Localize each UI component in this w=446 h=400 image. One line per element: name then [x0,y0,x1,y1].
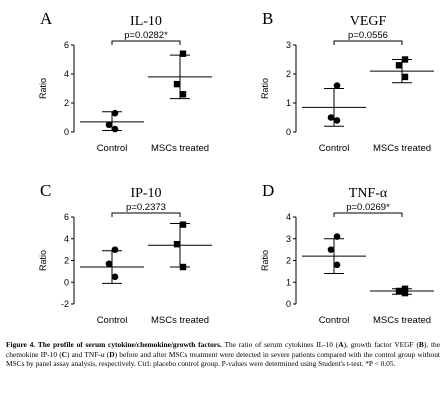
x-tick-label: MSCs treated [151,143,209,154]
p-value: p=0.2373 [126,202,166,213]
y-axis-label: Ratio [38,250,48,271]
x-tick-label: MSCs treated [151,315,209,326]
data-point [333,261,341,269]
caption-segment: D [109,349,115,359]
panel-title: TNF-α [349,186,388,201]
panel-title: IL-10 [130,14,162,29]
y-tick-label: 2 [64,256,69,266]
caption-segment: C [61,349,67,359]
data-point [333,82,341,89]
data-point [173,80,181,88]
p-bracket [333,40,403,45]
caption-segment: A [338,340,344,349]
caption-segment: B [418,340,424,349]
y-tick-label: 3 [286,234,291,244]
caption-segment: ), the chemokine IP-10 ( [6,340,441,359]
data-point [179,263,187,271]
data-point [105,121,113,129]
data-point [111,246,119,253]
y-tick-label: 3 [286,40,291,50]
y-tick-label: 0 [286,127,291,137]
caption-segment: ) and TNF-α ( [67,349,110,359]
p-value: p=0.0269* [346,202,390,213]
x-tick-label: Control [97,315,128,326]
p-bracket [111,212,181,217]
y-tick-label: 0 [64,127,69,137]
y-tick-label: 6 [64,40,69,50]
data-point [327,114,335,121]
p-bracket [333,212,403,217]
data-point [333,117,341,124]
caption-segment: The ratio of serum cytokines IL-10 ( [221,340,339,349]
y-tick-label: 1 [286,98,291,108]
panel-letter: A [40,9,53,28]
panel: B VEGF Ratio 0 1 2 3 Control MSCs treated p=0.055… [260,9,434,154]
x-tick-label: Control [319,143,350,154]
panel-letter: B [262,9,273,28]
panel: D TNF-α Ratio 0 1 2 3 4 Control MSCs treated p=0.0… [260,181,434,326]
y-tick-label: 6 [64,212,69,222]
y-tick-label: -2 [61,299,69,309]
caption-segment: Figure 4. The profile of serum cytokine/… [6,340,222,349]
panel: C IP-10 Ratio -2 0 2 4 6 Control MSCs treated p=0.… [38,181,212,326]
panel-letter: C [40,181,51,200]
x-tick-label: MSCs treated [373,315,431,326]
data-point [401,289,409,297]
data-point [111,273,119,281]
y-tick-label: 1 [286,277,291,287]
x-tick-label: MSCs treated [373,143,431,154]
y-tick-label: 4 [64,69,69,79]
y-tick-label: 0 [64,277,69,287]
p-value: p=0.0282* [124,30,168,41]
data-point [401,73,409,81]
y-tick-label: 2 [286,69,291,79]
p-value: p=0.0556 [348,30,388,41]
caption: Figure 4. The profile of serum cytokine/… [6,340,440,369]
panel-title: VEGF [350,14,387,29]
data-point [179,91,187,98]
panel-letter: D [262,181,274,200]
figure: A IL-10 Ratio 0 2 4 6 Control MSCs treated p=0.02… [38,9,434,326]
data-point [111,109,119,117]
y-tick-label: 4 [64,234,69,244]
y-axis-label: Ratio [260,78,270,99]
y-tick-label: 2 [64,98,69,108]
data-point [395,62,403,69]
data-point [111,125,119,133]
data-point [173,240,181,248]
data-point [179,221,187,228]
panel: A IL-10 Ratio 0 2 4 6 Control MSCs treated p=0.02… [38,9,212,154]
data-point [395,287,403,295]
y-tick-label: 0 [286,299,291,309]
data-point [105,260,113,268]
caption-segment: ), growth factor VEGF ( [343,340,419,349]
x-tick-label: Control [97,143,128,154]
y-tick-label: 2 [286,256,291,266]
p-bracket [111,40,181,45]
y-axis-label: Ratio [38,78,48,99]
y-axis-label: Ratio [260,250,270,271]
caption-segment: ) before and after MSCs treatment were d… [6,349,440,369]
data-point [401,56,409,63]
panel-title: IP-10 [130,186,161,201]
y-tick-label: 4 [286,212,291,222]
data-point [179,50,187,57]
x-tick-label: Control [319,315,350,326]
data-point [401,285,409,292]
data-point [327,246,335,253]
data-point [333,233,341,240]
